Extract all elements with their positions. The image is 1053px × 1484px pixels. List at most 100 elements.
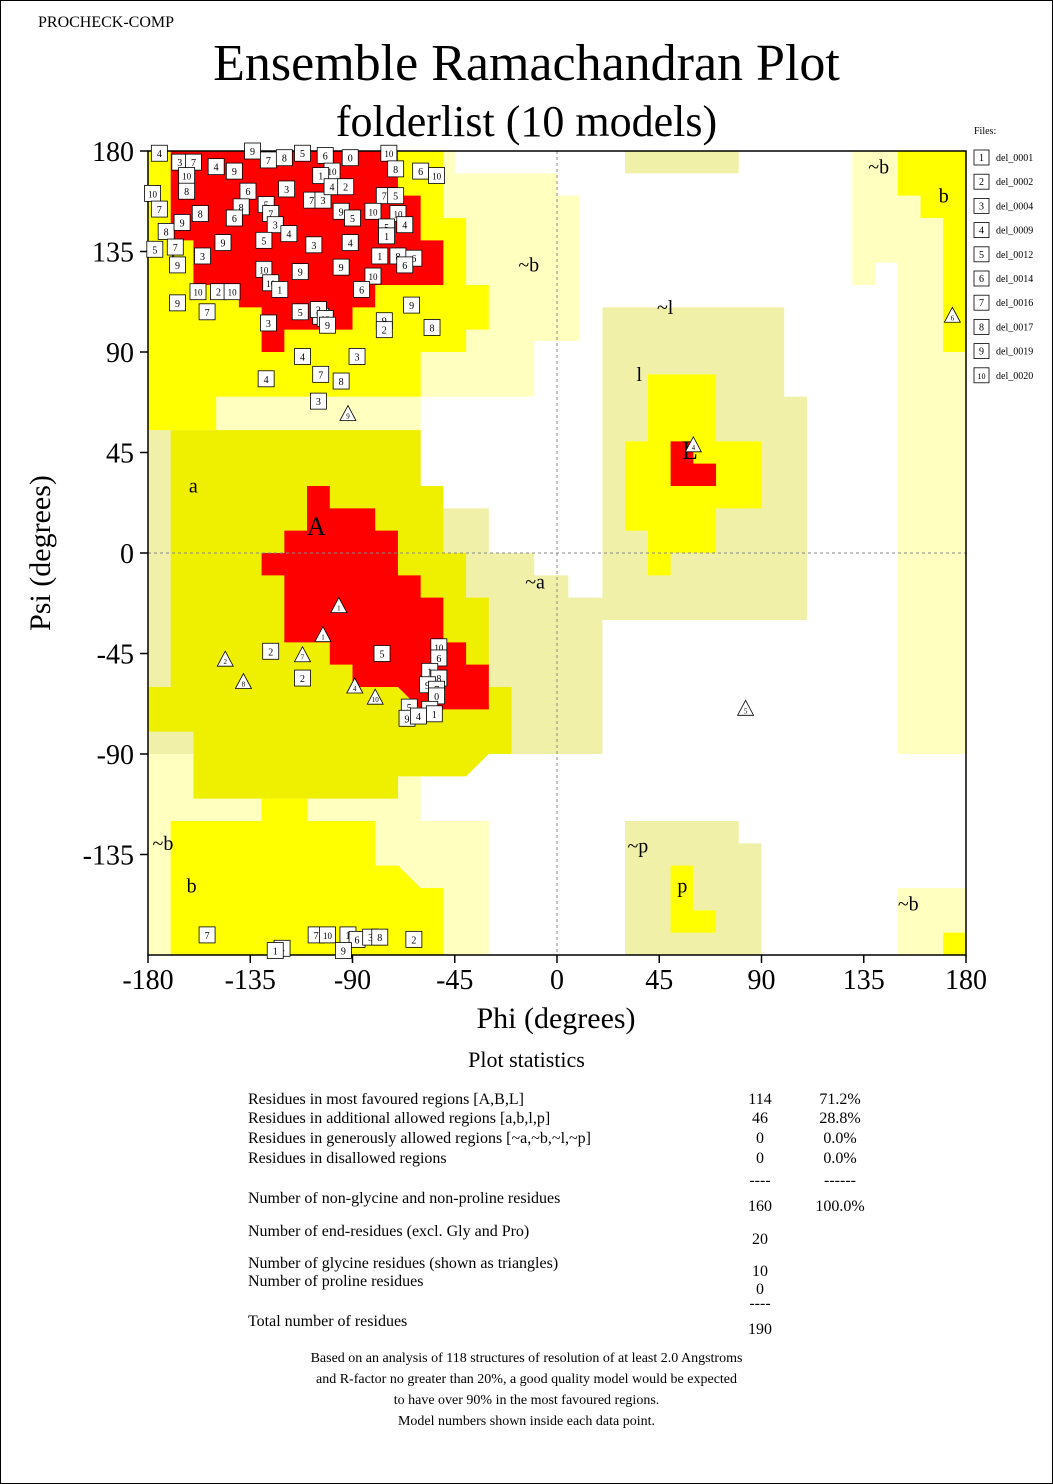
glycine-model-number: 1 [337, 605, 341, 613]
legend-model-number: 8 [979, 322, 984, 333]
x-tick-label: -45 [436, 965, 473, 996]
region-label: A [307, 512, 326, 541]
residue-box [364, 202, 382, 220]
residue-model-number: 2 [411, 935, 416, 946]
region-core-L [670, 441, 717, 486]
glycine-model-number: 5 [744, 707, 748, 715]
residue-model-number: 9 [250, 147, 255, 158]
statistics-count: 114 [748, 1091, 772, 1108]
residue-model-number: 3 [316, 397, 321, 408]
residue-point: 6 [396, 256, 414, 274]
legend-model-number: 2 [979, 177, 984, 188]
residue-model-number: 2 [343, 183, 348, 194]
residue-point: 4 [207, 158, 225, 176]
legend-box [973, 149, 990, 166]
residue-model-number: 3 [284, 185, 289, 196]
residue-model-number: 9 [425, 681, 430, 692]
legend-box [973, 173, 990, 190]
residue-point: 7 [198, 926, 216, 944]
residue-model-number: 3 [273, 221, 278, 232]
residue-box [319, 316, 336, 334]
x-tick-label: -135 [225, 965, 276, 996]
residue-box [396, 256, 414, 274]
legend-model-number: 6 [979, 274, 984, 285]
residue-model-number: 4 [348, 239, 353, 250]
residue-point: 3 [194, 247, 211, 265]
residue-box [207, 158, 225, 176]
x-axis-label: Phi (degrees) [476, 1002, 635, 1035]
residue-model-number: 3 [266, 319, 271, 330]
residue-model-number: 9 [341, 947, 346, 958]
region-label: a [189, 476, 198, 498]
residue-point: 3 [314, 191, 332, 209]
statistics-percent: ------ [824, 1172, 856, 1189]
residue-model-number: 2 [216, 288, 221, 299]
residue-box [291, 303, 309, 321]
residue-model-number: 7 [157, 205, 162, 216]
residue-model-number: 10 [193, 288, 203, 298]
region-label: b [187, 875, 197, 897]
statistics-percent: 100.0% [815, 1198, 865, 1215]
residue-point: 10 [144, 185, 161, 202]
residue-point: 7 [150, 200, 168, 218]
residue-model-number: 9 [409, 301, 414, 312]
model-legend: Files: 1 del_0001 2 del_0002 3 del_0004 4 del_00… [973, 126, 1033, 384]
legend-item: 1 del_0001 [973, 149, 1033, 166]
region-allowed-p [670, 865, 717, 933]
residue-box [294, 144, 311, 162]
residue-model-number: 10 [228, 288, 238, 298]
plot-axes: -180 -135 -90 -45 0 45 90 135 18018013590450-45-… [83, 137, 987, 996]
legend-item: 5 del_0012 [973, 246, 1033, 263]
residue-point: 8 [157, 222, 175, 240]
legend-model-number: 1 [979, 153, 984, 164]
statistics-count: ---- [749, 1295, 771, 1312]
statistics-count: 10 [752, 1263, 768, 1280]
residue-point: 8 [275, 149, 293, 167]
legend-model-number: 9 [979, 347, 984, 358]
residue-point: 4 [341, 234, 359, 251]
residue-box [341, 234, 359, 251]
residue-model-number: 1 [432, 710, 437, 721]
glycine-point: 10 [366, 688, 384, 705]
residue-box [169, 294, 186, 312]
glycine-triangle [216, 650, 234, 667]
residue-point: 1 [378, 227, 395, 245]
residue-point: 6 [412, 162, 430, 180]
residue-model-number: 7 [205, 931, 210, 942]
legend-model-number: 10 [978, 372, 986, 381]
residue-box [266, 942, 284, 959]
residue-model-number: 9 [180, 218, 185, 229]
residue-point: 9 [214, 234, 232, 251]
residue-model-number: 3 [177, 158, 182, 169]
residue-box [225, 162, 243, 180]
residue-model-number: 10 [328, 167, 338, 177]
residue-point: 9 [225, 162, 243, 180]
residue-point: 3 [266, 216, 284, 234]
residue-points: 4371049978561010108610108789857399686573… [144, 142, 962, 959]
residue-point: 1 [371, 247, 389, 265]
glycine-point: 5 [736, 699, 755, 716]
residue-point: 5 [373, 645, 391, 662]
residue-model-number: 1 [377, 252, 382, 263]
region-label: ~p [627, 835, 648, 857]
residue-box [262, 642, 280, 660]
residue-box [150, 144, 168, 162]
legend-file-name: del_0004 [996, 201, 1033, 212]
residue-point: 9 [319, 316, 336, 334]
statistics-percent: 71.2% [819, 1091, 861, 1108]
residue-point: 0 [341, 149, 359, 167]
residue-model-number: 6 [359, 285, 364, 296]
residue-model-number: 5 [393, 192, 398, 203]
residue-box [244, 142, 261, 160]
residue-model-number: 5 [298, 308, 303, 319]
residue-model-number: 8 [239, 203, 244, 214]
y-tick-label: -90 [97, 740, 134, 771]
legend-file-name: del_0019 [996, 347, 1033, 358]
residue-model-number: 10 [182, 172, 192, 182]
legend-model-number: 7 [979, 298, 984, 309]
residue-model-number: 2 [268, 647, 273, 658]
residue-model-number: 1 [427, 667, 432, 678]
glycine-model-number: 1 [321, 634, 325, 642]
residue-model-number: 5 [407, 703, 412, 714]
residue-box [428, 167, 445, 184]
